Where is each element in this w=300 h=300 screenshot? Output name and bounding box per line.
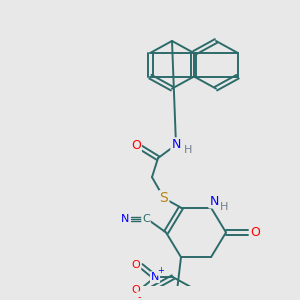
Text: S: S: [160, 191, 168, 205]
Text: N: N: [121, 214, 129, 224]
Text: O: O: [132, 260, 140, 270]
Text: H: H: [220, 202, 228, 212]
Text: O: O: [131, 139, 141, 152]
Text: N: N: [151, 272, 159, 282]
Text: H: H: [184, 145, 192, 154]
Text: N: N: [171, 138, 181, 151]
Text: C: C: [142, 214, 150, 224]
Text: -: -: [137, 292, 141, 300]
Text: N: N: [209, 194, 219, 208]
Text: O: O: [132, 285, 140, 295]
Text: +: +: [158, 266, 164, 275]
Text: O: O: [250, 226, 260, 239]
